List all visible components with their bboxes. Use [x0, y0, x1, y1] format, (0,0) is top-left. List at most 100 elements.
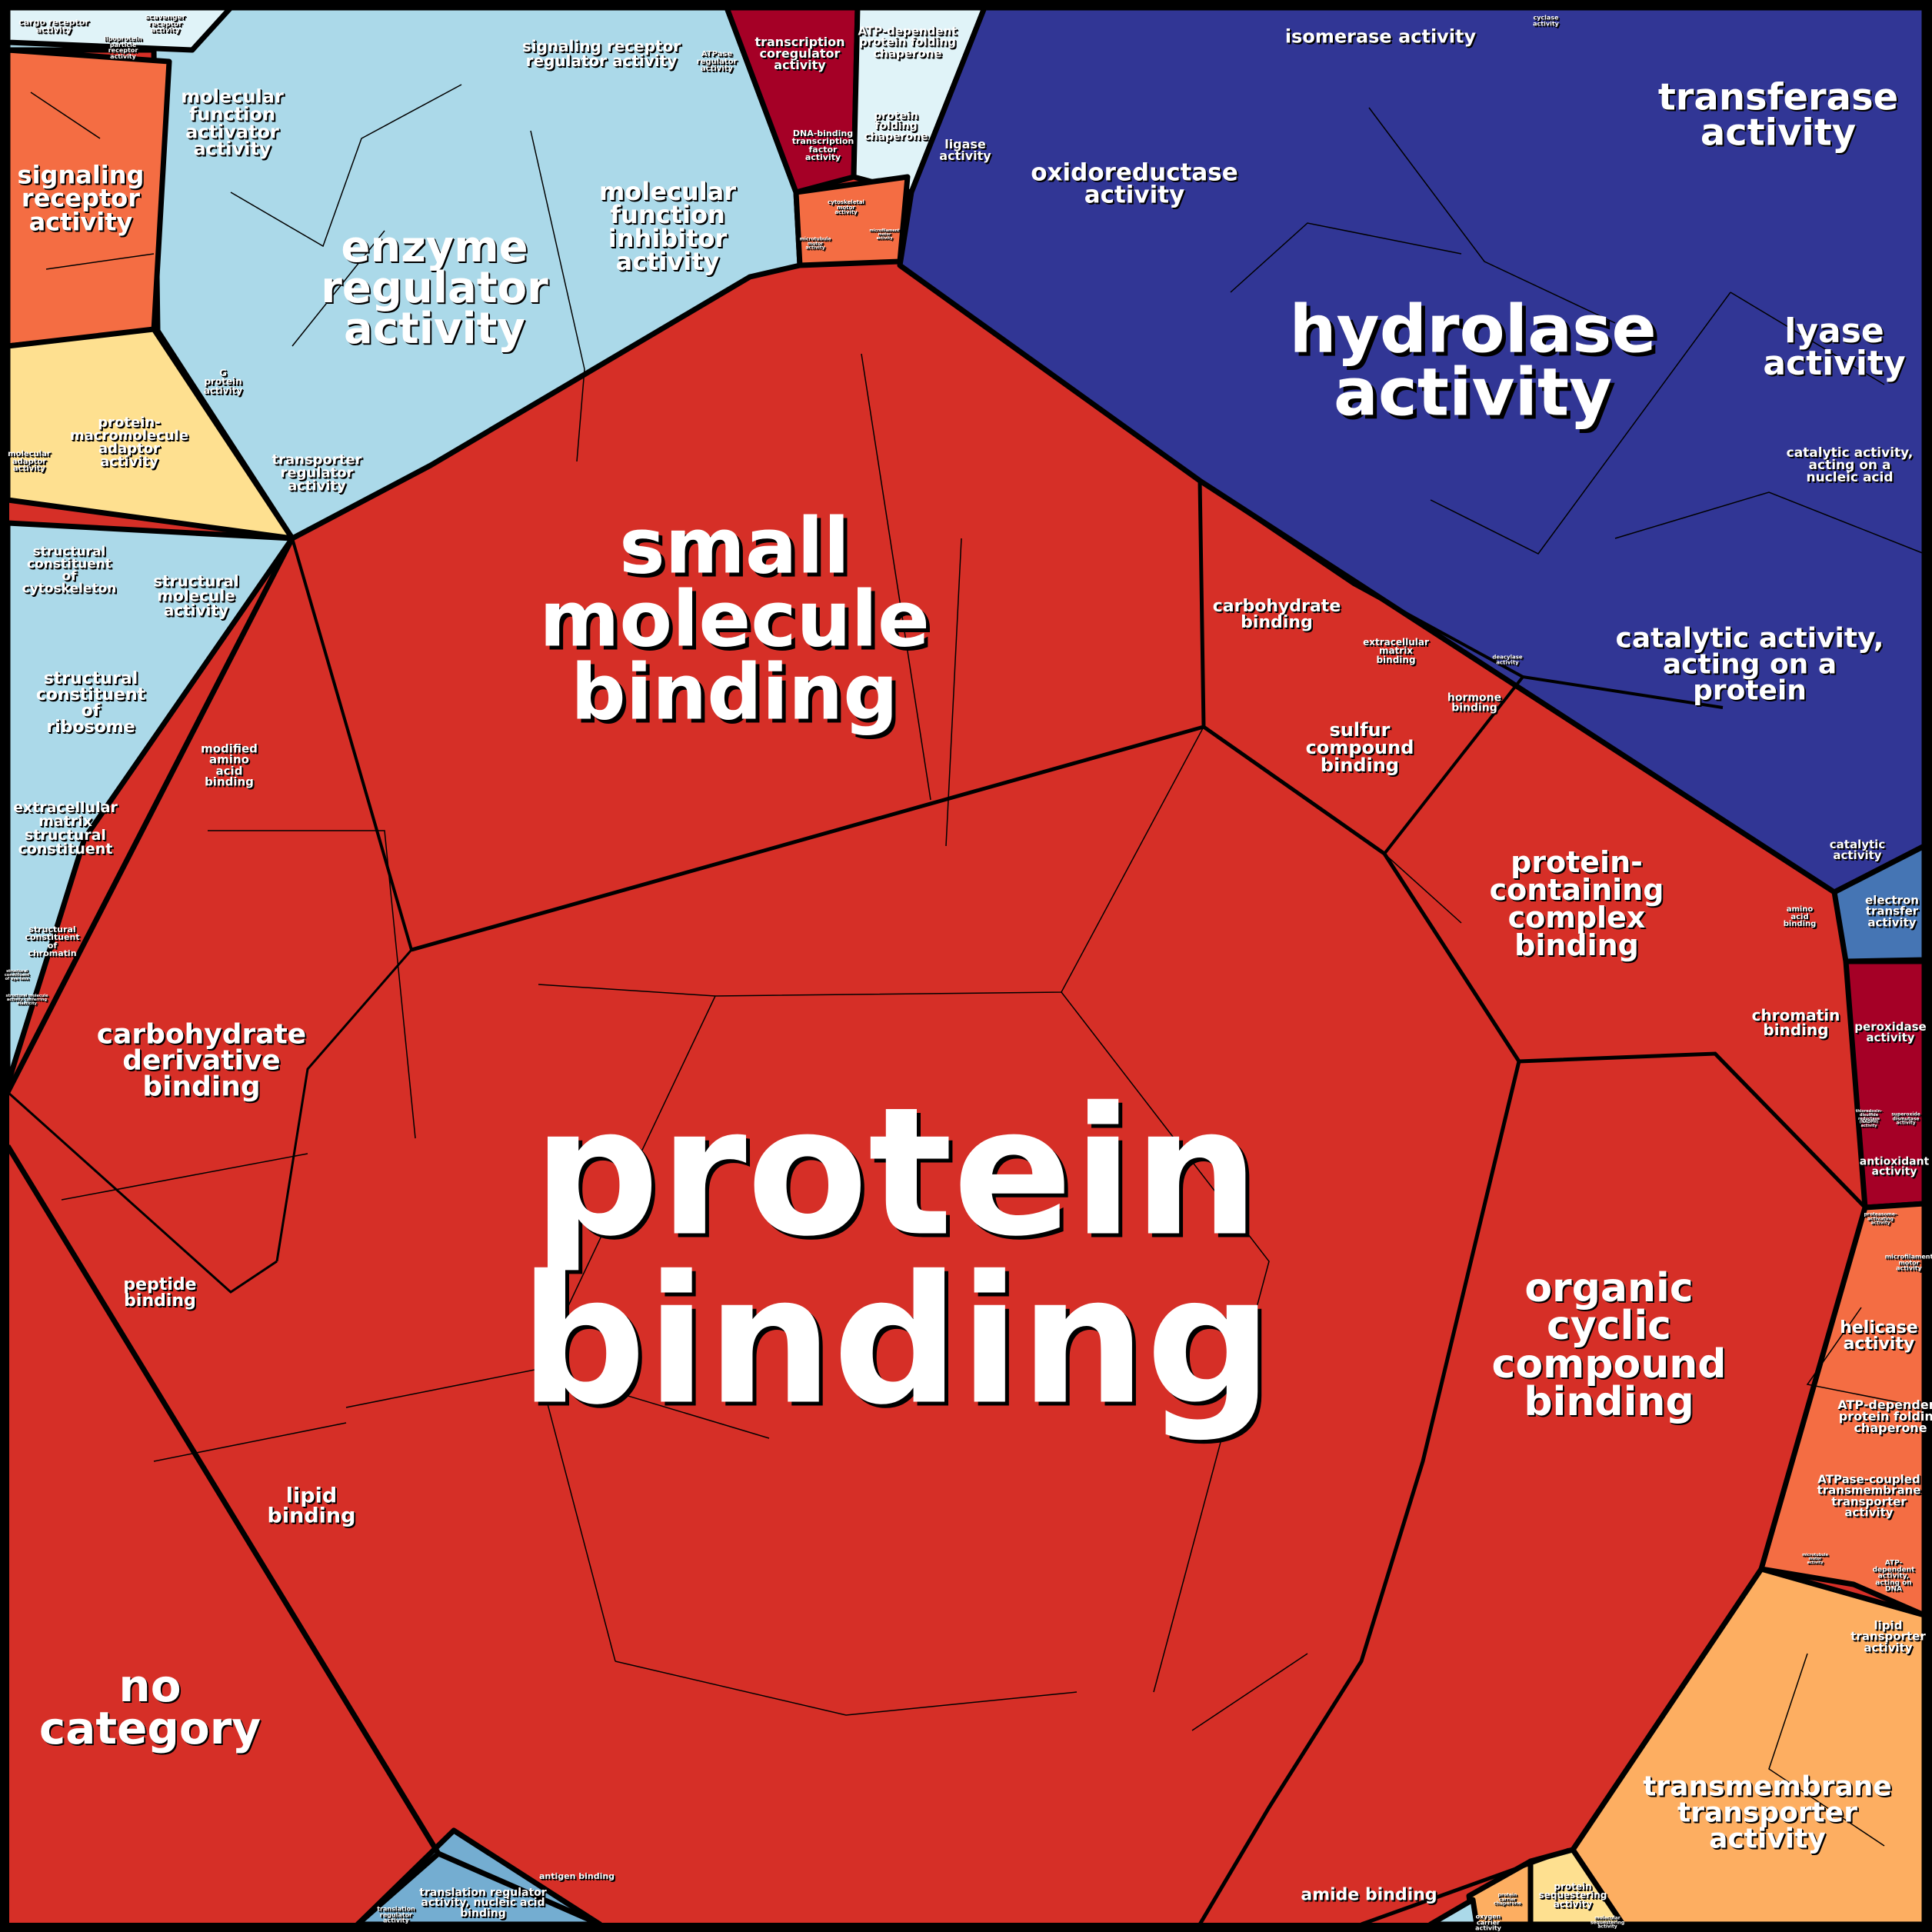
cell-label-organic-cyclic-compound-binding: organic cyclic compound binding	[1491, 1265, 1727, 1426]
cell-label-deacylase-activity: deacylase activity	[1492, 654, 1523, 665]
cell-label-structural-molecule-activity: structural molecule activity	[153, 571, 239, 620]
cell-label-molecular-adaptor-activity: molecular adaptor activity	[8, 449, 51, 473]
subcell-border	[1730, 291, 1885, 385]
cell-label-structural-constituent-of-chromatin: structural constituent of chromatin	[25, 924, 80, 959]
subcell-border	[1384, 853, 1462, 924]
cell-label-microtubule-motor-activity: microtubule motor activity	[799, 236, 831, 251]
subcell-border	[1614, 491, 1925, 555]
cell-label-transferase-activity: transferase activity	[1657, 75, 1899, 154]
cell-label-carbohydrate-binding: carbohydrate binding	[1212, 597, 1341, 632]
cell-label-transmembrane-transporter-activity: transmembrane transporter activity	[1643, 1770, 1892, 1856]
cell-label-protein-containing-complex-binding: protein- containing complex binding	[1489, 844, 1664, 963]
region-atp-dependent[interactable]	[1758, 1201, 1927, 1618]
cell-label-dna-binding-transcription-factor-activity: DNA-binding transcription factor activit…	[791, 128, 854, 163]
subcell-border	[1806, 1307, 1925, 1408]
cell-label-extracellular-matrix-structural-constituent: extracellular matrix structural constitu…	[13, 798, 118, 858]
cell-label-protein-sequestering-activity: protein sequestering activity	[1538, 1880, 1607, 1910]
subcell-border	[30, 92, 101, 139]
cell-label-sulfur-compound-binding: sulfur compound binding	[1305, 718, 1414, 776]
cell-border	[1518, 1051, 1867, 1209]
cell-label-small-molecule-binding: small molecule binding	[539, 501, 930, 738]
cell-label-extracellular-matrix-binding: extracellular matrix binding	[1363, 636, 1429, 665]
cell-label-lipoprotein-particle-receptor-activity: lipoprotein particle receptor activity	[104, 35, 142, 60]
cell-label-peptide-binding: peptide binding	[123, 1275, 197, 1311]
cell-label-atpase-regulator-activity: ATPase regulator activity	[696, 49, 738, 73]
cell-label-lipid-transporter-activity: lipid transporter activity	[1850, 1618, 1926, 1655]
subcell-border	[1061, 991, 1270, 1693]
subcell-border	[530, 130, 585, 462]
cell-label-protein-macromolecule-adaptor-activity: protein- macromolecule adaptor activity	[69, 414, 189, 471]
subcell-border	[1368, 107, 1616, 324]
subcell-border	[538, 726, 1204, 997]
subcell-border	[153, 1422, 347, 1462]
cell-label-structural-constituent-of-eye-lens: structural constituent of eye lens	[4, 968, 30, 981]
cell-label-molecular-sequestering-activity: molecular sequestering activity	[1590, 1915, 1625, 1930]
cell-label-molecular-function-inhibitor-activity: molecular function inhibitor activity	[598, 177, 737, 277]
cell-label-protein-folding-chaperone: protein folding chaperone	[864, 110, 928, 143]
cell-border	[275, 949, 413, 1262]
cell-label-electron-transfer-activity: electron transfer activity	[1865, 893, 1919, 930]
cell-label-hormone-binding: hormone binding	[1447, 691, 1502, 715]
cell-label-hydrolase-activity: hydrolase activity	[1289, 291, 1657, 431]
cell-label-atp-dependent-activity-acting-on-dna: ATP- dependent activity, acting on DNA	[1872, 1559, 1915, 1594]
cell-label-transcription-coregulator-activity: transcription coregulator activity	[754, 35, 845, 73]
cell-label-chromatin-binding: chromatin binding	[1751, 1006, 1840, 1039]
region-cytoskeletal-motor[interactable]	[793, 174, 911, 268]
cell-label-catalytic-activity: catalytic activity	[1829, 837, 1886, 862]
cell-label-atpase-coupled-transmembrane-transporter-activity: ATPase-coupled transmembrane transporter…	[1817, 1472, 1921, 1520]
cell-label-signaling-receptor-regulator-activity: signaling receptor regulator activity	[521, 37, 681, 70]
cell-label-helicase-activity: helicase activity	[1840, 1318, 1918, 1354]
cell-label-atp-dependent-protein-folding-chaperone: ATP-dependent protein folding chaperone	[1837, 1397, 1932, 1436]
cell-label-structural-constituent-of-cytoskeleton: structural constituent of cytoskeleton	[22, 544, 117, 598]
subcell-border	[45, 253, 155, 270]
cell-label-structural-constituent-of-ribosome: structural constituent of ribosome	[35, 669, 146, 737]
cell-label-thioredoxin-disulfide-reductase-nadph-activity: thioredoxin- disulfide reductase (NADPH)…	[1855, 1109, 1883, 1129]
subcell-border	[1230, 222, 1462, 293]
cell-label-microtubule-motor-activity: microtubule motor activity	[1802, 1552, 1828, 1565]
cell-label-catalytic-activity-acting-on-a-protein: catalytic activity, acting on a protein	[1615, 622, 1884, 708]
subcell-border	[1430, 291, 1731, 555]
subcell-border	[861, 353, 931, 801]
subcell-border	[615, 1661, 1078, 1716]
cell-label-enzyme-regulator-activity: enzyme regulator activity	[321, 222, 548, 355]
cell-label-superoxide-dismutase-activity: superoxide dismutase activity	[1891, 1111, 1920, 1126]
cell-label-structural-molecule-activity-conferring-elasticity: structural molecule activity conferring …	[5, 993, 48, 1006]
cell-label-cargo-receptor-activity: cargo receptor activity	[18, 17, 89, 35]
cell-label-g-protein-activity: G protein activity	[203, 367, 243, 396]
cell-label-translation-regulator-activity: translation regulator activity	[377, 1905, 415, 1924]
cell-label-lyase-activity: lyase activity	[1763, 311, 1906, 383]
cell-border	[1361, 1847, 1570, 1927]
subcell-border	[208, 830, 416, 1139]
cell-label-cytoskeletal-motor-activity: cytoskeletal motor activity	[828, 199, 864, 216]
cell-label-lipid-binding: lipid binding	[267, 1484, 356, 1527]
subcell-border	[230, 84, 462, 248]
cell-label-amino-acid-binding: amino acid binding	[1783, 904, 1817, 928]
subcell-border	[345, 1368, 770, 1439]
cell-label-microfilament-motor-activity: microfilament motor activity	[1884, 1253, 1932, 1272]
cell-label-microfilament-motor-activity: microfilament motor activity	[869, 228, 900, 241]
subcell-border	[1191, 1653, 1308, 1731]
cell-label-signaling-receptor-activity: signaling receptor activity	[17, 160, 145, 237]
cell-border	[291, 538, 413, 951]
cell-label-scavenger-receptor-activity: scavenger receptor activity	[145, 14, 186, 35]
cell-label-amide-binding: amide binding	[1301, 1885, 1437, 1905]
cell-label-catalytic-activity-acting-on-a-nucleic-acid: catalytic activity, acting on a nucleic …	[1786, 445, 1914, 486]
cell-label-peroxidase-activity: peroxidase activity	[1854, 1019, 1927, 1044]
cell-label-atp-dependent-protein-folding-chaperone: ATP-dependent protein folding chaperone	[858, 24, 958, 61]
cell-label-carbohydrate-derivative-binding: carbohydrate derivative binding	[96, 1018, 307, 1104]
cell-label-antigen-binding: antigen binding	[538, 1870, 615, 1881]
cell-label-modified-amino-acid-binding: modified amino acid binding	[201, 741, 258, 789]
cell-label-protein-binding: protein binding	[519, 1070, 1273, 1444]
cell-label-oxidoreductase-activity: oxidoreductase activity	[1031, 158, 1238, 209]
cell-border	[6, 1091, 278, 1294]
cell-border	[5, 537, 295, 1094]
subcell-border	[945, 538, 962, 847]
cell-border	[437, 1850, 601, 1927]
cell-label-protein-carrier-chaperone: protein carrier chaperone	[1494, 1892, 1521, 1907]
cell-label-isomerase-activity: isomerase activity	[1284, 25, 1477, 48]
cell-label-antioxidant-activity: antioxidant activity	[1859, 1155, 1930, 1178]
cell-label-transporter-regulator-activity: transporter regulator activity	[271, 451, 362, 495]
